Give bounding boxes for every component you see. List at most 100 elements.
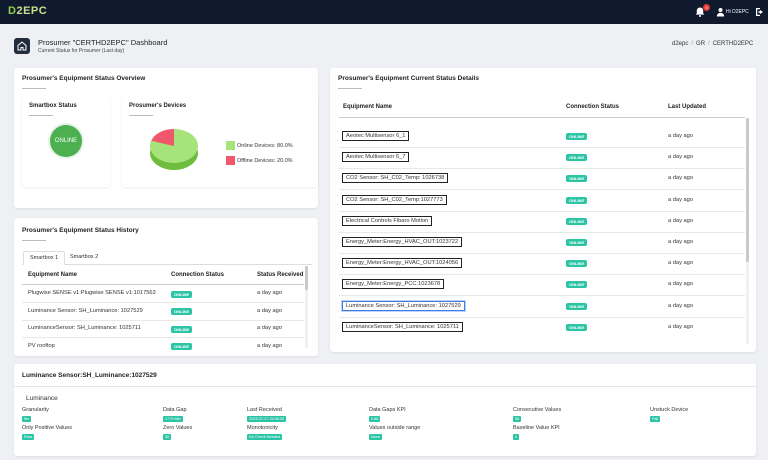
status-badge: ONLINE — [171, 308, 193, 315]
status-badge: ONLINE — [566, 260, 588, 268]
divider — [14, 386, 756, 387]
legend-swatch-offline — [226, 156, 235, 165]
logout-icon[interactable] — [755, 7, 764, 17]
row-divider — [339, 210, 745, 212]
details-scrollbar-thumb[interactable] — [746, 118, 749, 262]
equipment-name-cell[interactable]: Aeotec Multisensor 6_7 — [342, 152, 410, 163]
equipment-name-cell[interactable]: CO2 Sensor: SH_C02_Temp:1027773 — [342, 194, 447, 205]
history-row-name: Luminance Sensor: SH_Luminance: 1027529 — [28, 307, 143, 314]
divider — [129, 115, 153, 116]
kpi-value-badge: 30 — [163, 434, 172, 440]
breadcrumb: d2epc / GR / CERTHD2EPC — [672, 41, 753, 47]
details-row-updated: a day ago — [668, 281, 693, 288]
kpi-value-badge: 5m — [22, 416, 32, 422]
status-badge: ONLINE — [171, 325, 193, 333]
status-badge: ONLINE — [566, 217, 588, 225]
history-row-received: a day ago — [257, 307, 282, 314]
kpi-label: Data Gap — [163, 407, 187, 413]
equipment-name-cell[interactable]: Energy_Meter:Energy_HVAC_OUT:1024056 — [342, 258, 463, 269]
equipment-name-cell[interactable]: Aeotec Multisensor 6_1 — [342, 131, 410, 141]
breadcrumb-item-d2epc[interactable]: d2epc — [672, 41, 689, 47]
bell-icon[interactable] — [694, 6, 706, 18]
row-divider — [22, 302, 304, 303]
history-row-name: PV rooftop — [28, 342, 55, 349]
history-row-received: a day ago — [257, 290, 282, 296]
details-row-updated: a day ago — [668, 133, 693, 139]
history-row-name: LuminanceSensor: SH_Luminance: 1025711 — [28, 325, 141, 331]
user-icon[interactable] — [716, 7, 725, 17]
breadcrumb-item-gr[interactable]: GR — [696, 41, 706, 47]
details-row-updated: a day ago — [668, 323, 693, 330]
tabs-baseline — [22, 264, 312, 265]
kpi-label: Baseline Value KPI — [513, 425, 560, 431]
smartbox-online-indicator: ONLINE — [50, 125, 82, 157]
notification-badge: 5 — [703, 4, 710, 11]
equipment-name-cell[interactable]: Energy_Meter:Energy_HVAC_OUT:1023722 — [342, 237, 463, 247]
status-badge: ONLINE — [566, 302, 588, 310]
row-divider — [339, 295, 745, 297]
home-icon — [17, 41, 27, 51]
equipment-name-cell[interactable]: LuminanceSensor: SH_Luminance: 1025711 — [342, 321, 463, 332]
kpi-value-badge: 58 — [513, 416, 522, 422]
kpi-label: Last Received — [247, 407, 282, 413]
details-row-updated: a day ago — [668, 260, 693, 267]
details-row-updated: a day ago — [668, 154, 693, 161]
details-col-updated: Last Updated — [668, 104, 707, 110]
status-badge: ONLINE — [171, 290, 193, 298]
row-divider — [22, 319, 304, 321]
history-col-received: Status Received — [257, 272, 304, 278]
details-header-rule — [339, 117, 745, 118]
status-history-card: Prosumer's Equipment Status History Smar… — [14, 218, 318, 356]
card-title: Prosumer's Equipment Status Overview — [22, 75, 146, 82]
tab-smartbox-2[interactable]: Smartbox 2 — [70, 254, 99, 260]
kpi-label: Data Gaps KPI — [369, 407, 406, 413]
kpi-value-badge: Fail — [650, 416, 661, 422]
status-badge: ONLINE — [566, 281, 588, 289]
equipment-name-cell[interactable]: Electrical Controls Fibaro Motion — [342, 215, 433, 226]
home-button[interactable] — [14, 38, 30, 54]
history-row-name: Plugwise SENSE v1:Plugwise SENSE v1:1017… — [28, 290, 156, 296]
app-logo[interactable]: D2EPC — [8, 5, 47, 17]
status-badge: ONLINE — [566, 133, 588, 140]
pie-slice-offline — [151, 129, 174, 146]
equipment-name-cell[interactable]: Energy_Meter:Energy_PCC:1023678 — [342, 279, 445, 290]
equipment-name-cell[interactable]: Luminance Sensor: SH_Luminance: 1027529 — [342, 300, 465, 311]
status-badge: ONLINE — [566, 196, 588, 204]
kpi-label: Unstuck Device — [650, 407, 689, 413]
tab-smartbox-1[interactable]: Smartbox 1 — [23, 251, 66, 265]
row-divider — [339, 316, 745, 318]
sensor-title: Luminance Sensor:SH_Luminance:1027529 — [22, 372, 157, 379]
legend-online-label: Online Devices: 80.0% — [237, 143, 293, 149]
breadcrumb-separator: / — [691, 41, 694, 47]
kpi-label: Monotonicity — [247, 425, 278, 431]
history-col-connection: Connection Status — [171, 272, 225, 278]
equipment-name-cell[interactable]: CO2 Sensor: SH_C02_Temp: 1026738 — [342, 173, 449, 184]
status-badge: ONLINE — [566, 323, 588, 331]
history-header-rule — [22, 284, 304, 285]
sensor-subtitle: Luminance — [26, 395, 58, 402]
row-divider — [339, 168, 745, 170]
legend-offline-label: Offline Devices: 20.0% — [237, 158, 293, 164]
user-greeting[interactable]: Hi D2EPC — [726, 9, 749, 15]
sensor-kpi-card: Luminance Sensor:SH_Luminance:1027529 Lu… — [14, 364, 756, 456]
history-scrollbar[interactable] — [305, 266, 308, 348]
row-divider — [22, 337, 304, 338]
page-subtitle: Current Status for Prosumer (Last day) — [38, 48, 125, 54]
history-scrollbar-thumb[interactable] — [305, 266, 308, 290]
divider — [29, 115, 53, 116]
kpi-value-badge: 1770 Min — [163, 416, 183, 422]
details-row-updated: a day ago — [668, 217, 693, 224]
kpi-value-badge: None — [369, 434, 383, 440]
kpi-value-badge: Pass — [22, 434, 35, 440]
details-row-updated: a day ago — [668, 175, 693, 182]
divider — [22, 240, 46, 241]
details-row-updated: a day ago — [668, 196, 693, 203]
breadcrumb-separator: / — [708, 41, 710, 47]
breadcrumb-item-prosumer: CERTHD2EPC — [712, 41, 754, 47]
kpi-label: Values outside range — [369, 425, 421, 431]
status-badge: ONLINE — [171, 343, 193, 350]
row-divider — [339, 189, 745, 191]
details-row-updated: a day ago — [668, 302, 693, 309]
details-col-connection: Connection Status — [566, 104, 620, 110]
kpi-value-badge: 0 — [513, 434, 520, 440]
